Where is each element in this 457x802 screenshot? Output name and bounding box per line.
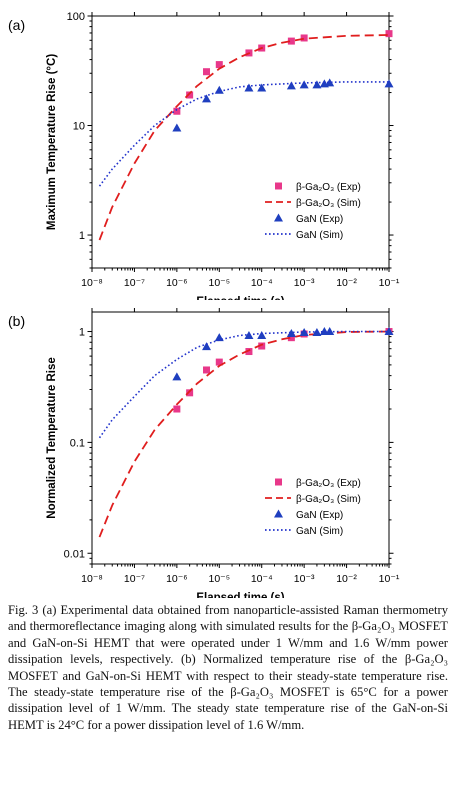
x-tick-label: 10⁻⁴ (251, 573, 273, 585)
x-tick-label: 10⁻⁸ (81, 573, 103, 585)
x-tick-label: 10⁻¹ (379, 573, 400, 585)
x-tick-label: 10⁻³ (294, 277, 315, 289)
legend: β-Ga₂O₃ (Exp) β-Ga₂O₃ (Sim) GaN (Exp) GaN (… (265, 478, 361, 537)
data-point (215, 61, 223, 69)
x-tick-label: 10⁻³ (294, 573, 315, 585)
data-point (172, 123, 182, 132)
x-axis-label: Elapsed time (s) (196, 296, 284, 300)
data-point (286, 328, 296, 337)
data-point (186, 91, 194, 99)
x-tick-label: 10⁻⁷ (124, 277, 145, 289)
data-point (257, 83, 267, 92)
data-point (300, 34, 308, 42)
data-point (312, 327, 322, 336)
x-tick-label: 10⁻¹ (379, 277, 400, 289)
data-point (312, 80, 322, 89)
x-tick-label: 10⁻⁶ (166, 573, 188, 585)
x-tick-label: 10⁻⁷ (124, 573, 145, 585)
legend-symbol (274, 213, 283, 222)
chart-panel-a: (a) 10⁻⁸ 10⁻⁷ 10⁻⁶ 10⁻⁵ 10⁻⁴ 10⁻³ 10⁻² 10⁻¹ 1 10 10… (8, 11, 400, 300)
legend: β-Ga₂O₃ (Exp) β-Ga₂O₃ (Sim) GaN (Exp) GaN (… (265, 182, 361, 241)
x-tick-label: 10⁻² (336, 277, 357, 289)
data-point (286, 81, 296, 90)
series-line (98, 34, 390, 241)
y-tick-label: 10 (73, 121, 85, 133)
data-point (202, 342, 212, 351)
chart-panel-b: (b) 10⁻⁸ 10⁻⁷ 10⁻⁶ 10⁻⁵ 10⁻⁴ 10⁻³ 10⁻² 10⁻¹ 0.01 0… (8, 308, 400, 598)
y-tick-label: 0.1 (70, 437, 85, 449)
data-point (173, 405, 181, 413)
series-line (98, 330, 389, 439)
data-point (257, 331, 267, 340)
data-point (299, 327, 309, 336)
y-tick-label: 100 (67, 11, 85, 23)
data-point (384, 79, 394, 88)
data-point (172, 372, 182, 381)
data-point (385, 30, 393, 38)
data-point (287, 334, 295, 342)
data-point (299, 80, 309, 89)
x-tick-label: 10⁻⁶ (166, 277, 188, 289)
legend-label: β-Ga₂O₃ (Exp) (296, 478, 361, 489)
data-point (245, 348, 253, 356)
data-point (173, 107, 181, 115)
legend-label: GaN (Sim) (296, 526, 343, 537)
x-axis-label: Elapsed time (s) (196, 592, 284, 598)
data-point (215, 358, 223, 366)
data-point (203, 366, 211, 374)
legend-label: β-Ga₂O₃ (Sim) (296, 494, 361, 505)
data-point (325, 78, 335, 87)
legend-symbol (275, 478, 282, 486)
panel-label: (a) (8, 17, 25, 33)
plot-frame (91, 311, 390, 565)
legend-label: GaN (Sim) (296, 230, 343, 241)
x-tick-label: 10⁻⁸ (81, 277, 103, 289)
y-axis-label: Normalized Temperature Rise (46, 357, 58, 518)
y-tick-label: 1 (79, 230, 85, 242)
legend-label: β-Ga₂O₃ (Exp) (296, 182, 361, 193)
legend-label: GaN (Exp) (296, 510, 343, 521)
x-tick-label: 10⁻⁴ (251, 277, 273, 289)
y-tick-label: 1 (79, 327, 85, 339)
x-tick-label: 10⁻⁵ (208, 277, 230, 289)
data-point (287, 37, 295, 45)
y-tick-label: 0.01 (64, 548, 85, 560)
data-point (244, 83, 254, 92)
data-point (203, 68, 211, 76)
legend-label: β-Ga₂O₃ (Sim) (296, 198, 361, 209)
data-point (202, 94, 212, 103)
panel-label: (b) (8, 313, 25, 329)
series-line (98, 330, 390, 538)
x-tick-label: 10⁻⁵ (208, 573, 230, 585)
series-line (98, 81, 389, 187)
data-point (258, 342, 266, 350)
data-point (186, 389, 194, 397)
data-point (244, 331, 254, 340)
legend-symbol (274, 509, 283, 518)
y-axis-label: Maximum Temperature Rise (°C) (46, 54, 58, 230)
x-tick-label: 10⁻² (336, 573, 357, 585)
figure-caption: Fig. 3 (a) Experimental data obtained fr… (8, 603, 448, 732)
plot-frame (91, 15, 390, 269)
legend-label: GaN (Exp) (296, 214, 343, 225)
legend-symbol (275, 182, 282, 190)
